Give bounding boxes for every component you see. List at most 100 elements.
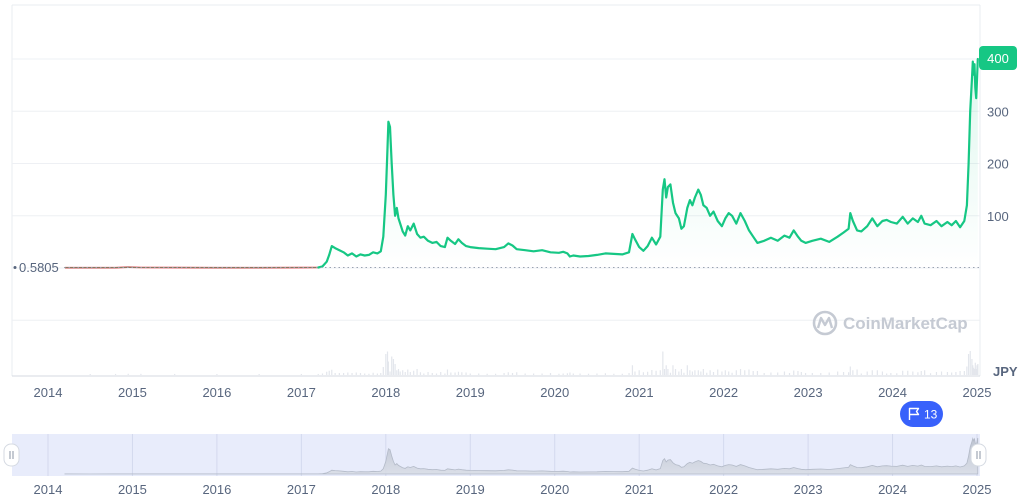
volume-bar bbox=[694, 370, 696, 375]
volume-bar bbox=[955, 372, 957, 375]
volume-bar bbox=[359, 373, 362, 375]
volume-bar bbox=[728, 371, 730, 375]
x-tick-label: 2014 bbox=[34, 385, 63, 400]
volume-bar bbox=[951, 372, 953, 375]
volume-bar bbox=[89, 373, 91, 375]
volume-bar bbox=[966, 366, 968, 375]
volume-bar bbox=[674, 369, 677, 375]
y-tick-label: 200 bbox=[987, 157, 1009, 172]
volume-bar bbox=[461, 372, 463, 375]
volume-bar bbox=[907, 370, 909, 375]
volume-bar bbox=[647, 371, 649, 375]
volume-bar bbox=[495, 373, 497, 375]
volume-bar bbox=[634, 371, 636, 375]
volume-bar bbox=[628, 373, 630, 375]
volume-bar bbox=[328, 370, 330, 375]
navigator-tick-label: 2015 bbox=[118, 482, 147, 497]
volume-bar bbox=[866, 371, 868, 375]
volume-bar bbox=[777, 372, 779, 375]
volume-bar bbox=[382, 367, 384, 375]
volume-bar bbox=[917, 372, 919, 375]
volume-bar bbox=[752, 371, 754, 375]
volume-bar bbox=[642, 372, 645, 375]
volume-bar bbox=[837, 371, 839, 375]
volume-bar bbox=[469, 373, 471, 375]
navigator-right-handle[interactable] bbox=[970, 443, 987, 467]
x-tick-label: 2020 bbox=[540, 385, 569, 400]
coinmarketcap-watermark: CoinMarketCap bbox=[812, 310, 968, 336]
volume-bar bbox=[896, 373, 898, 375]
volume-bar bbox=[326, 371, 328, 375]
currency-label: JPY bbox=[993, 364, 1018, 379]
volume-bar bbox=[404, 372, 406, 375]
volume-bar bbox=[686, 365, 688, 375]
navigator-tick-label: 2022 bbox=[709, 482, 738, 497]
volume-bar bbox=[876, 370, 878, 375]
x-tick-label: 2022 bbox=[709, 385, 738, 400]
x-tick-label: 2025 bbox=[963, 385, 992, 400]
range-navigator[interactable] bbox=[3, 434, 987, 476]
volume-bar bbox=[735, 370, 737, 375]
volume-bar bbox=[386, 351, 389, 375]
volume-bar bbox=[174, 373, 176, 375]
y-tick-label: 100 bbox=[987, 209, 1009, 224]
volume-bar bbox=[712, 372, 715, 375]
volume-bar bbox=[974, 362, 976, 375]
volume-bar bbox=[380, 373, 382, 375]
flag-icon bbox=[908, 407, 920, 420]
volume-bar bbox=[721, 371, 723, 375]
volume-bar bbox=[697, 370, 699, 375]
volume-bar bbox=[977, 364, 979, 375]
watermark-text: CoinMarketCap bbox=[843, 314, 968, 333]
volume-bar bbox=[811, 373, 813, 375]
x-tick-label: 2017 bbox=[287, 385, 316, 400]
volume-bar bbox=[651, 370, 653, 375]
volume-bar bbox=[748, 369, 750, 375]
volume-bar bbox=[562, 373, 564, 375]
volume-bar bbox=[533, 373, 535, 375]
volume-bar bbox=[368, 373, 370, 375]
navigator-tick-label: 2024 bbox=[878, 482, 907, 497]
price-line-main bbox=[317, 57, 979, 269]
volume-bar bbox=[516, 372, 518, 375]
volume-bar bbox=[912, 371, 914, 375]
volume-bar bbox=[770, 372, 772, 375]
volume-bar bbox=[435, 373, 438, 375]
volume-bar bbox=[946, 372, 949, 375]
volume-bar bbox=[744, 370, 746, 375]
volume-bar bbox=[702, 369, 704, 375]
volume-bar bbox=[852, 370, 854, 375]
volume-bar bbox=[800, 372, 802, 375]
volume-bar bbox=[724, 370, 726, 375]
volume-bar bbox=[763, 373, 765, 375]
volume-bar bbox=[423, 373, 425, 375]
current-price-label: 400 bbox=[987, 51, 1009, 66]
volume-bar bbox=[376, 373, 378, 375]
volume-bar bbox=[331, 369, 333, 375]
volume-bar bbox=[613, 373, 615, 375]
volume-bar bbox=[596, 373, 598, 375]
volume-bar bbox=[963, 371, 965, 375]
volume-bar bbox=[347, 372, 349, 375]
volume-bar bbox=[680, 369, 683, 375]
volume-bar bbox=[364, 373, 366, 375]
x-tick-label: 2021 bbox=[625, 385, 654, 400]
navigator-tick-label: 2025 bbox=[963, 482, 992, 497]
navigator-left-handle[interactable] bbox=[3, 443, 20, 467]
volume-bars bbox=[89, 351, 979, 375]
volume-bar bbox=[655, 370, 657, 375]
volume-bar bbox=[486, 373, 488, 375]
volume-bar bbox=[572, 373, 574, 375]
volume-bar bbox=[667, 369, 669, 375]
volume-bar bbox=[797, 371, 799, 375]
events-flag-button[interactable]: 13 bbox=[900, 401, 943, 427]
volume-bar bbox=[638, 370, 640, 375]
x-tick-label: 2019 bbox=[456, 385, 485, 400]
volume-bar bbox=[683, 372, 685, 375]
volume-bar bbox=[920, 371, 922, 375]
volume-bar bbox=[804, 373, 807, 375]
volume-bar bbox=[450, 372, 452, 375]
volume-bar bbox=[465, 372, 467, 375]
volume-bar bbox=[351, 373, 353, 375]
coinmarketcap-logo-icon bbox=[812, 310, 838, 336]
